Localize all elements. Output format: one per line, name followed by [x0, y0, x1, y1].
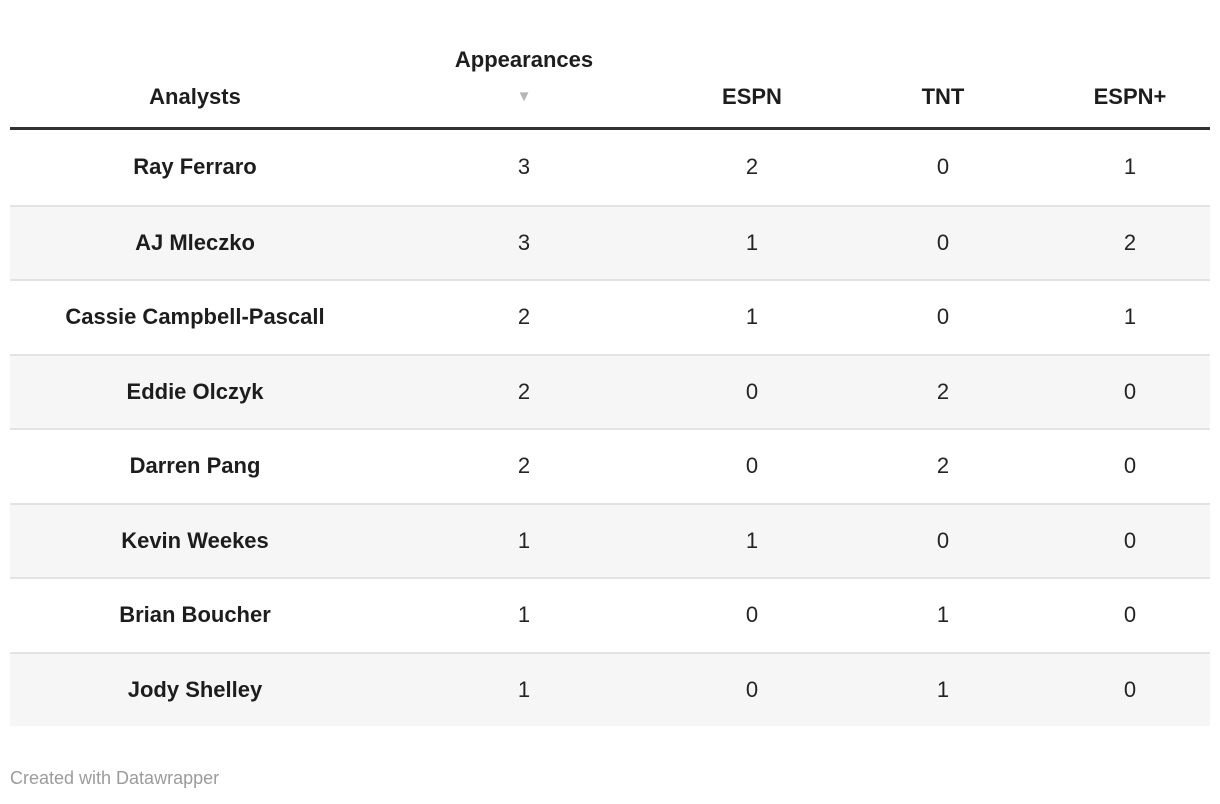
- analyst-name-cell: Darren Pang: [10, 428, 380, 503]
- column-header-espn-plus[interactable]: ESPN+: [1050, 0, 1210, 130]
- analysts-appearances-table: Analysts Appearances ▼ ESPN TNT ESPN+: [10, 0, 1210, 726]
- table-row: Jody Shelley 1 0 1 0: [10, 651, 1210, 726]
- appearances-cell: 3: [380, 130, 668, 205]
- espn-plus-cell: 0: [1050, 428, 1210, 503]
- table-row: Kevin Weekes 1 1 0 0: [10, 502, 1210, 577]
- column-header-label: TNT: [921, 84, 965, 109]
- espn-cell: 1: [668, 279, 836, 354]
- tnt-cell: 1: [836, 577, 1050, 652]
- appearances-cell: 1: [380, 502, 668, 577]
- appearances-cell: 3: [380, 204, 668, 279]
- tnt-cell: 2: [836, 353, 1050, 428]
- tnt-cell: 1: [836, 651, 1050, 726]
- column-header-label: Appearances: [454, 47, 594, 72]
- tnt-cell: 2: [836, 428, 1050, 503]
- analyst-name-cell: AJ Mleczko: [10, 204, 380, 279]
- analyst-name-cell: Jody Shelley: [10, 651, 380, 726]
- espn-cell: 2: [668, 130, 836, 205]
- table-row: Cassie Campbell-Pascall 2 1 0 1: [10, 279, 1210, 354]
- tnt-cell: 0: [836, 279, 1050, 354]
- espn-cell: 0: [668, 353, 836, 428]
- analyst-name-cell: Eddie Olczyk: [10, 353, 380, 428]
- table-row: Ray Ferraro 3 2 0 1: [10, 130, 1210, 205]
- appearances-cell: 1: [380, 651, 668, 726]
- tnt-cell: 0: [836, 130, 1050, 205]
- appearances-cell: 1: [380, 577, 668, 652]
- appearances-cell: 2: [380, 428, 668, 503]
- column-header-label: ESPN+: [1093, 84, 1167, 109]
- espn-plus-cell: 0: [1050, 502, 1210, 577]
- espn-plus-cell: 0: [1050, 577, 1210, 652]
- tnt-cell: 0: [836, 204, 1050, 279]
- espn-cell: 0: [668, 577, 836, 652]
- table-row: Eddie Olczyk 2 0 2 0: [10, 353, 1210, 428]
- column-header-label: ESPN: [722, 84, 782, 109]
- column-header-espn[interactable]: ESPN: [668, 0, 836, 130]
- datawrapper-attribution: Created with Datawrapper: [10, 768, 220, 788]
- table-row: Brian Boucher 1 0 1 0: [10, 577, 1210, 652]
- espn-plus-cell: 1: [1050, 279, 1210, 354]
- column-header-appearances[interactable]: Appearances ▼: [380, 0, 668, 130]
- espn-cell: 0: [668, 428, 836, 503]
- sort-desc-icon: ▼: [516, 88, 532, 105]
- tnt-cell: 0: [836, 502, 1050, 577]
- espn-cell: 0: [668, 651, 836, 726]
- header-row: Analysts Appearances ▼ ESPN TNT ESPN+: [10, 0, 1210, 130]
- table-row: AJ Mleczko 3 1 0 2: [10, 204, 1210, 279]
- analyst-name-cell: Kevin Weekes: [10, 502, 380, 577]
- appearances-cell: 2: [380, 279, 668, 354]
- espn-cell: 1: [668, 502, 836, 577]
- table-row: Darren Pang 2 0 2 0: [10, 428, 1210, 503]
- appearances-cell: 2: [380, 353, 668, 428]
- espn-plus-cell: 2: [1050, 204, 1210, 279]
- column-header-label: Analysts: [149, 84, 241, 109]
- column-header-analysts[interactable]: Analysts: [10, 0, 380, 130]
- analyst-name-cell: Cassie Campbell-Pascall: [10, 279, 380, 354]
- espn-plus-cell: 0: [1050, 651, 1210, 726]
- column-header-tnt[interactable]: TNT: [836, 0, 1050, 130]
- analyst-name-cell: Brian Boucher: [10, 577, 380, 652]
- espn-cell: 1: [668, 204, 836, 279]
- espn-plus-cell: 0: [1050, 353, 1210, 428]
- espn-plus-cell: 1: [1050, 130, 1210, 205]
- analyst-name-cell: Ray Ferraro: [10, 130, 380, 205]
